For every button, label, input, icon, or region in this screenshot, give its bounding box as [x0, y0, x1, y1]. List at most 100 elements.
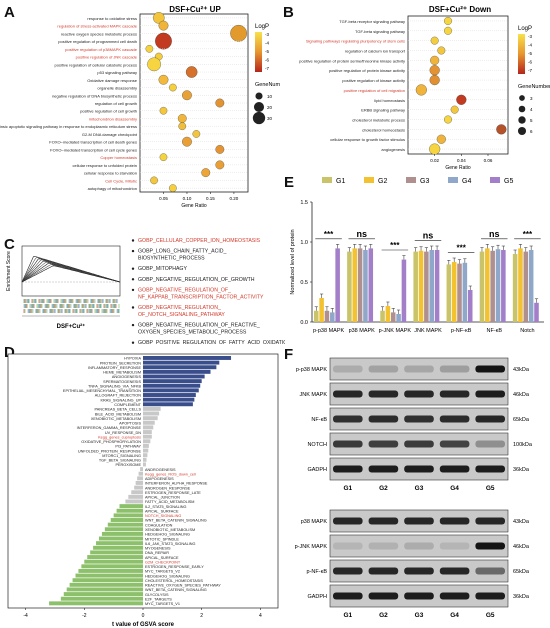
blot-band	[475, 440, 505, 448]
gsva-term-label: UV_RESPONSE_DN	[105, 431, 141, 435]
term-dot	[430, 55, 440, 65]
bar	[401, 259, 407, 322]
bar	[462, 262, 468, 322]
blot-band	[439, 365, 470, 373]
blot-size-label: 46kDa	[513, 544, 530, 550]
term-label: FOXO−mediated transcription of cell deat…	[49, 140, 137, 145]
x-tick-label: 0.05	[159, 196, 168, 201]
gsva-term-label: PROTEIN_SECRETION	[100, 361, 141, 365]
blot-band	[404, 592, 434, 600]
blot-band	[368, 365, 399, 373]
logp-tick: -7	[528, 68, 532, 73]
gsea-term-label: GOBP_POSITIVE_REGULATION_OF_FATTY_ACID_O…	[138, 340, 285, 344]
gsva-term-label: ANGIOGENESIS	[112, 375, 142, 379]
bar	[363, 250, 368, 322]
gsva-bar	[143, 453, 148, 458]
gsva-bar	[69, 582, 143, 587]
gsva-term-label: MTORC1_SIGNALING	[102, 454, 141, 458]
gsva-term-label: ALLOGRAFT_REJECTION	[95, 394, 141, 398]
gsva-term-label: PI3_PATHWAY	[115, 445, 141, 449]
term-dot	[230, 24, 247, 42]
gsea-term-label: GOBP_NEGATIVE_REGULATION_OF_	[138, 287, 231, 293]
sig-label: ns	[489, 229, 500, 239]
legend-gene-dot	[252, 111, 266, 125]
gsva-bar	[84, 559, 143, 564]
term-label: Copper homeostasis	[100, 155, 137, 160]
plot-title: DSF+Cu²⁺ Down	[429, 5, 491, 14]
gsva-bar	[49, 601, 143, 606]
term-dot	[444, 16, 452, 25]
logp-tick: -6	[265, 58, 269, 63]
gsva-term-label: ANDROGENESIS	[145, 468, 176, 472]
gsva-term-label: APOPTOSIS	[119, 422, 141, 426]
bar	[313, 310, 319, 322]
gsea-bullet	[131, 306, 135, 309]
term-dot	[496, 124, 507, 135]
blot-band	[368, 465, 399, 473]
logp-colorbar	[255, 32, 262, 72]
term-dot	[185, 66, 198, 78]
gsva-bar	[143, 383, 201, 388]
gsva-term-label: WNT_BETA_CATENIN_SIGNALING	[145, 588, 207, 592]
blot-band	[333, 440, 363, 448]
bar	[368, 248, 374, 322]
lane-label: G2	[379, 612, 388, 619]
term-label: mitochondrion disassembly	[89, 116, 137, 121]
logp-tick: -4	[528, 43, 532, 48]
x-tick-label: 0.20	[230, 196, 239, 201]
term-dot	[169, 83, 177, 92]
bar	[352, 248, 358, 322]
y-axis-label: Normalized level of protein	[290, 229, 296, 294]
logp-tick: -5	[265, 49, 269, 54]
gsva-term-label: SPERMATOGENESIS	[103, 380, 141, 384]
gsva-term-label: APICAL_SURFACE	[145, 556, 179, 560]
blot-band	[439, 542, 470, 550]
bar	[446, 264, 452, 322]
gsva-bar	[143, 457, 147, 462]
gsva-bar	[143, 416, 158, 421]
blot-band	[439, 517, 470, 525]
gsva-term-label: DNA_REPAIR	[145, 551, 169, 555]
legend-swatch	[406, 177, 416, 183]
panel-label-b: B	[283, 4, 294, 21]
gsva-bar	[143, 434, 152, 439]
gsva-bar	[143, 462, 146, 467]
bar	[335, 248, 340, 322]
gsva-bar	[143, 369, 211, 374]
gsva-term-label: KRAS_SIGNALING_UP	[100, 398, 141, 402]
term-label: Cell Cycle, Mitotic	[105, 178, 137, 183]
legend-gene-title: GeneNumber	[518, 84, 550, 90]
term-dot	[415, 84, 427, 96]
bar	[390, 312, 396, 322]
gsva-bar	[63, 592, 144, 597]
plot-frame	[407, 15, 509, 155]
legend-gene-dot	[518, 116, 526, 124]
blot-band	[368, 567, 399, 575]
blot-band	[368, 415, 399, 423]
gsva-bar	[143, 425, 154, 430]
blot-row-label: p38 MAPK	[301, 519, 328, 525]
gsva-bar	[143, 411, 160, 416]
blot-band	[404, 365, 434, 373]
term-dot	[177, 114, 187, 123]
blot-band	[404, 390, 434, 398]
legend-label: G1	[336, 178, 345, 185]
gsea-y-label: Enrichment Score	[6, 251, 12, 291]
term-label: regulation of cell growth	[95, 101, 137, 106]
bar	[451, 262, 457, 322]
gsva-term-label: INFLAMMATORY_RESPONSE	[88, 366, 141, 370]
term-dot	[215, 145, 225, 154]
gsva-bar	[78, 568, 143, 573]
gsva-term-label: MYC_TARGETS_V2	[145, 570, 180, 574]
gsva-bar	[66, 587, 143, 592]
gsva-term-label: PANCREAS_BETA_CELLS	[95, 408, 142, 412]
gsva-term-label: CHOLESTEROL_HOMEOSTASIS	[145, 579, 203, 583]
blot-band	[333, 415, 363, 423]
gsva-term-label: GLYCOLYSIS	[145, 593, 169, 597]
gsva-term-label: OXIDATIVE_PHOSPHORYLATION	[81, 440, 141, 444]
term-label: cholesterol metabolic process	[352, 118, 405, 123]
x-axis-label: Gene Ratio	[181, 203, 207, 209]
panel-b-dotplot: DSF+Cu²⁺ Down TGF-beta receptor signaling…	[299, 5, 550, 171]
term-dot	[450, 105, 459, 114]
gsva-bar	[143, 443, 149, 448]
